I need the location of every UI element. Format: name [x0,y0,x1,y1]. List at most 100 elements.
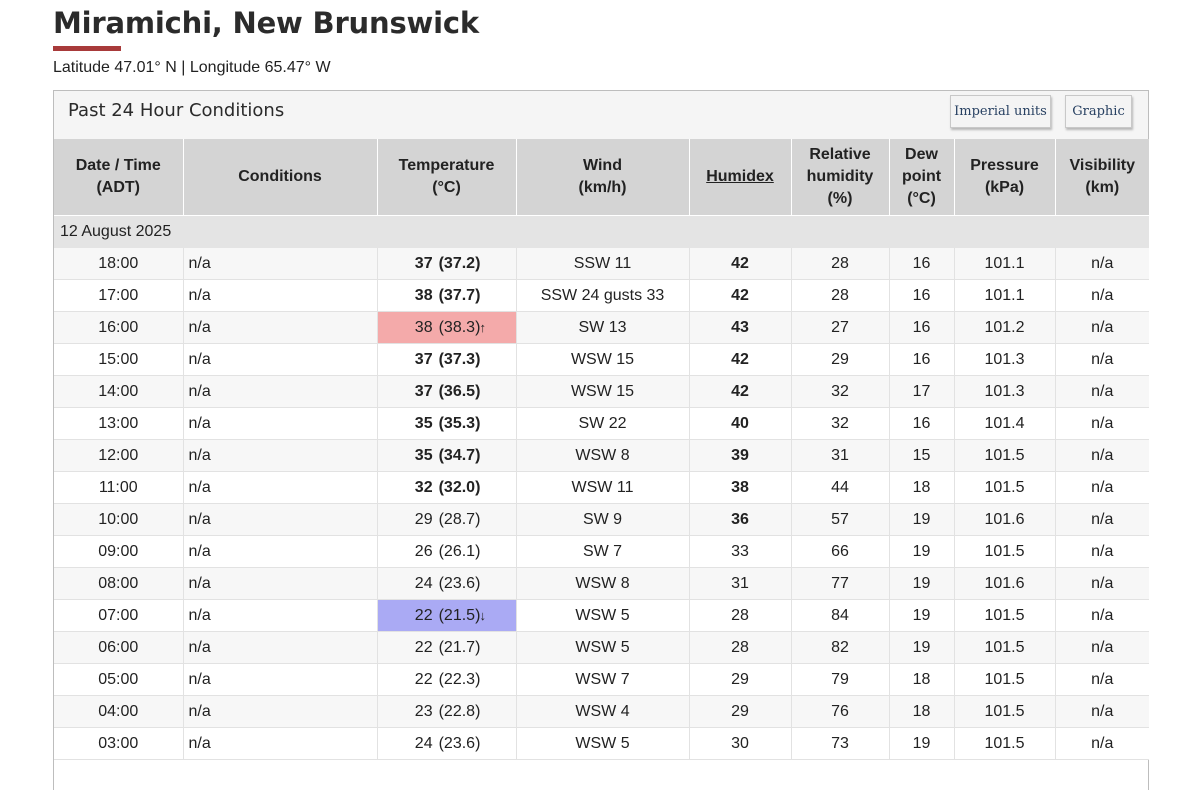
cell-visibility: n/a [1055,407,1149,440]
cell-pressure: 101.5 [954,535,1056,568]
cell-relative-humidity: 57 [791,503,890,536]
header-text: humidity [806,168,874,185]
cell-temperature: 37 (36.5) [377,375,517,408]
table-row: 10:00 n/a 29 (28.7) SW 9 36 57 19 101.6 n/a [54,503,1149,536]
cell-pressure: 101.1 [954,248,1056,280]
temperature-precise: (26.1) [438,542,481,560]
cell-dew-point: 18 [889,663,955,696]
cell-temperature: 32 (32.0) [377,471,517,504]
cell-conditions: n/a [183,663,378,696]
page-title: Miramichi, New Brunswick [53,6,479,40]
table-row: 13:00 n/a 35 (35.3) SW 22 40 32 16 101.4 n/a [54,407,1149,440]
temperature-value: 37 [414,350,433,368]
temperature-value: 38 [414,286,433,304]
cell-dew-point: 18 [889,695,955,728]
cell-pressure: 101.6 [954,567,1056,600]
panel-header: Past 24 Hour Conditions Imperial units G… [54,91,1148,140]
cell-humidex: 42 [689,279,792,312]
temperature-value: 32 [414,478,433,496]
header-temperature: Temperature (°C) [377,139,517,216]
temperature-precise: (34.7) [438,446,481,464]
temperature-value: 38 [414,318,433,336]
header-text: (km/h) [578,179,627,196]
table-row: 06:00 n/a 22 (21.7) WSW 5 28 82 19 101.5 n/a [54,631,1149,664]
cell-relative-humidity: 32 [791,375,890,408]
cell-humidex: 43 [689,311,792,344]
cell-humidex: 33 [689,535,792,568]
cell-relative-humidity: 82 [791,631,890,664]
cell-dew-point: 16 [889,343,955,376]
cell-visibility: n/a [1055,375,1149,408]
temperature-precise: (38.3) [438,318,481,336]
cell-dew-point: 16 [889,311,955,344]
cell-relative-humidity: 66 [791,535,890,568]
cell-temperature: 38 (38.3) ↑ [377,311,517,344]
cell-conditions: n/a [183,279,378,312]
header-text: Relative [809,146,871,163]
table-row: 18:00 n/a 37 (37.2) SSW 11 42 28 16 101.1 n/a [54,248,1149,280]
cell-temperature: 22 (21.5) ↓ [377,599,517,632]
temperature-precise: (21.5) [438,606,481,624]
location-coordinates: Latitude 47.01° N | Longitude 65.47° W [53,59,331,76]
header-visibility: Visibility (km) [1055,139,1149,216]
cell-humidex: 42 [689,375,792,408]
cell-dew-point: 16 [889,279,955,312]
temperature-precise: (37.2) [438,254,481,272]
header-text: Dew [905,146,938,163]
cell-humidex: 30 [689,727,792,760]
cell-relative-humidity: 28 [791,279,890,312]
cell-visibility: n/a [1055,279,1149,312]
cell-temperature: 37 (37.2) [377,248,517,280]
header-text: (kPa) [984,179,1025,196]
cell-pressure: 101.1 [954,279,1056,312]
cell-relative-humidity: 28 [791,248,890,280]
cell-pressure: 101.5 [954,599,1056,632]
cell-relative-humidity: 73 [791,727,890,760]
cell-conditions: n/a [183,631,378,664]
temperature-precise: (35.3) [438,414,481,432]
cell-wind: SW 9 [516,503,690,536]
cell-relative-humidity: 76 [791,695,890,728]
header-relative-humidity: Relative humidity (%) [791,139,890,216]
cell-dew-point: 19 [889,535,955,568]
table-row: 05:00 n/a 22 (22.3) WSW 7 29 79 18 101.5 n/a [54,663,1149,696]
cell-visibility: n/a [1055,727,1149,760]
header-humidex-link[interactable]: Humidex [689,139,792,216]
cell-time: 14:00 [54,375,184,408]
cell-conditions: n/a [183,471,378,504]
temperature-precise: (22.3) [438,670,481,688]
header-text: Visibility [1069,157,1135,174]
cell-time: 13:00 [54,407,184,440]
cell-conditions: n/a [183,311,378,344]
cell-humidex: 28 [689,631,792,664]
cell-humidex: 29 [689,695,792,728]
cell-conditions: n/a [183,567,378,600]
cell-conditions: n/a [183,599,378,632]
imperial-units-button[interactable]: Imperial units [950,95,1051,128]
cell-time: 16:00 [54,311,184,344]
temperature-precise: (37.7) [438,286,481,304]
cell-temperature: 24 (23.6) [377,567,517,600]
cell-pressure: 101.2 [954,311,1056,344]
cell-humidex: 36 [689,503,792,536]
cell-relative-humidity: 32 [791,407,890,440]
table-row: 04:00 n/a 23 (22.8) WSW 4 29 76 18 101.5 n/a [54,695,1149,728]
cell-temperature: 22 (21.7) [377,631,517,664]
cell-temperature: 29 (28.7) [377,503,517,536]
temperature-value: 22 [414,670,433,688]
cell-temperature: 26 (26.1) [377,535,517,568]
cell-pressure: 101.6 [954,503,1056,536]
table-row: 16:00 n/a 38 (38.3) ↑ SW 13 43 27 16 101.2 n/a [54,311,1149,344]
cell-conditions: n/a [183,248,378,280]
header-text: Date / Time [75,157,161,174]
header-wind: Wind (km/h) [516,139,690,216]
temperature-value: 35 [414,446,433,464]
cell-humidex: 42 [689,343,792,376]
cell-time: 15:00 [54,343,184,376]
table-row: 08:00 n/a 24 (23.6) WSW 8 31 77 19 101.6 n/a [54,567,1149,600]
graphic-button[interactable]: Graphic [1065,95,1132,128]
cell-temperature: 35 (35.3) [377,407,517,440]
cell-visibility: n/a [1055,343,1149,376]
date-label: 12 August 2025 [54,215,1149,248]
cell-humidex: 29 [689,663,792,696]
